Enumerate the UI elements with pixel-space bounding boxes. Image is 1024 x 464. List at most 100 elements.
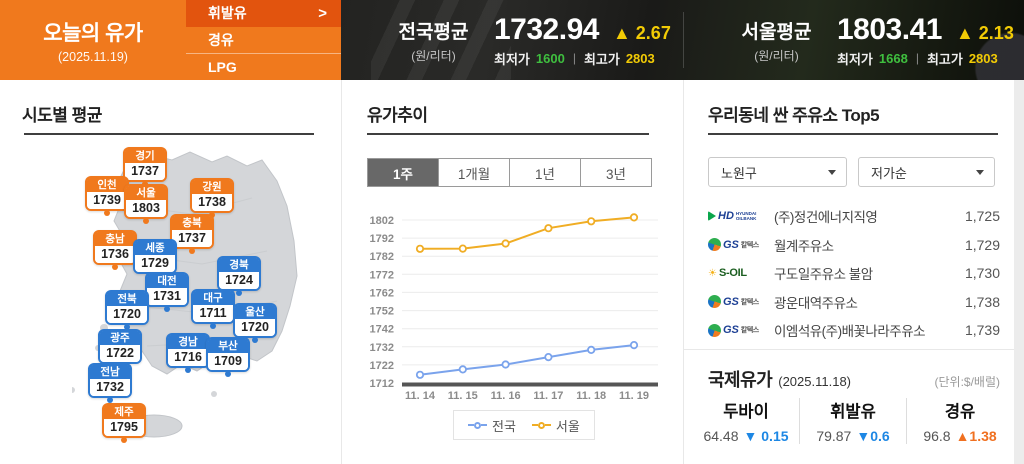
gs-caltex-logo: GS 칼텍스 <box>708 323 774 337</box>
station-row[interactable]: ☀ S-OIL 구도일주유소 불암 1,730 <box>708 259 1000 288</box>
unit-label: (원/리터) <box>754 48 799 63</box>
region-name: 충남 <box>95 232 135 246</box>
section-title-regional: 시도별 평균 <box>22 106 102 125</box>
svg-text:11. 15: 11. 15 <box>448 390 478 402</box>
map-region-sejong[interactable]: 세종 1729 <box>133 239 177 279</box>
low-price-label: 최저가 <box>494 51 530 67</box>
map-region-gwangju[interactable]: 광주 1722 <box>98 329 142 369</box>
map-region-daegu[interactable]: 대구 1711 <box>191 289 235 329</box>
data-point <box>587 217 596 226</box>
svg-text:1712: 1712 <box>370 378 394 390</box>
seoul-average-price: 1803.41 <box>837 12 942 46</box>
region-name: 인천 <box>87 178 127 192</box>
region-price: 1709 <box>208 353 248 370</box>
international-oil-header: 국제유가 (2025.11.18) (단위:$/배럴) <box>708 366 1000 392</box>
region-name: 경남 <box>168 335 208 349</box>
low-price-label: 최저가 <box>837 51 873 67</box>
region-dot-icon <box>112 264 118 270</box>
region-price: 1722 <box>100 345 140 362</box>
svg-text:1792: 1792 <box>370 233 394 245</box>
map-region-jeju[interactable]: 제주 1795 <box>102 403 146 443</box>
tab-1week[interactable]: 1주 <box>368 159 439 186</box>
region-dot-icon <box>210 323 216 329</box>
legend-seoul[interactable]: 서울 <box>531 416 580 435</box>
intl-price: 64.48 <box>703 428 739 444</box>
gs-caltex-logo: GS 칼텍스 <box>708 238 774 252</box>
header: 오늘의 유가 (2025.11.19) 휘발유 > 경유 LPG 전국평균 (원… <box>0 0 1024 80</box>
regional-average-section: 시도별 평균 경기 1737 인천 1739 강원 1738 서울 1803 충북 1737 충남 1… <box>0 80 341 464</box>
tab-1year[interactable]: 1년 <box>510 159 581 186</box>
district-select[interactable]: 노원구 <box>708 157 847 187</box>
tab-diesel[interactable]: 경유 <box>186 27 341 54</box>
map-region-ulsan[interactable]: 울산 1720 <box>233 303 277 343</box>
station-row[interactable]: GS 칼텍스 월계주유소 1,729 <box>708 231 1000 260</box>
up-arrow-icon: ▲ <box>955 428 970 444</box>
intl-change: ▼ 0.15 <box>743 428 789 444</box>
map-region-gyeonggi[interactable]: 경기 1737 <box>123 147 167 187</box>
svg-text:1742: 1742 <box>370 324 394 336</box>
low-price-value: 1600 <box>535 50 565 66</box>
map-region-busan[interactable]: 부산 1709 <box>206 337 250 377</box>
svg-text:1732: 1732 <box>370 342 394 354</box>
station-row[interactable]: HD HYUNDAI OILBANK (주)정건에너지직영 1,725 <box>708 202 1000 231</box>
seoul-change: ▲ 2.13 <box>955 22 1014 43</box>
panel-divider <box>683 12 684 68</box>
station-row[interactable]: GS 칼텍스 광운대역주유소 1,738 <box>708 288 1000 317</box>
region-name: 울산 <box>235 305 275 319</box>
station-name: (주)정건에너지직영 <box>774 210 878 226</box>
high-price-value: 2803 <box>625 50 655 66</box>
region-dot-icon <box>185 367 191 373</box>
map-region-chungbuk[interactable]: 충북 1737 <box>170 214 214 254</box>
map-region-incheon[interactable]: 인천 1739 <box>85 176 129 216</box>
region-price: 1732 <box>90 379 130 396</box>
sort-select[interactable]: 저가순 <box>858 157 995 187</box>
national-change: ▲ 2.67 <box>612 22 671 43</box>
data-point <box>458 365 467 374</box>
tab-3year[interactable]: 3년 <box>581 159 651 186</box>
region-dot-icon <box>121 437 127 443</box>
line-marker-icon <box>468 421 487 429</box>
region-dot-icon <box>252 337 258 343</box>
intl-change: ▼0.6 <box>856 428 890 444</box>
station-name: 월계주유소 <box>774 238 834 254</box>
map-region-jeonnam[interactable]: 전남 1732 <box>88 363 132 403</box>
title-underline <box>367 133 649 135</box>
region-price: 1739 <box>87 192 127 209</box>
map-region-daejeon[interactable]: 대전 1731 <box>145 272 189 312</box>
region-price: 1720 <box>107 306 147 323</box>
station-row[interactable]: GS 칼텍스 이엠석유(주)배꽃나라주유소 1,739 <box>708 316 1000 345</box>
data-point <box>501 239 510 248</box>
tab-gasoline[interactable]: 휘발유 > <box>186 0 341 27</box>
map-region-gangwon[interactable]: 강원 1738 <box>190 178 234 218</box>
trend-chart: 1712 1722 1732 1742 1752 1762 1772 1782 1792 1802… <box>370 213 658 402</box>
map-region-seoul[interactable]: 서울 1803 <box>124 184 168 224</box>
brand-box: 오늘의 유가 (2025.11.19) <box>0 0 186 80</box>
section-title-international: 국제유가 <box>708 370 773 390</box>
line-marker-icon <box>531 421 551 429</box>
map-region-gyeongnam[interactable]: 경남 1716 <box>166 333 210 373</box>
station-name: 이엠석유(주)배꽃나라주유소 <box>774 324 926 340</box>
map-region-jeonbuk[interactable]: 전북 1720 <box>105 290 149 330</box>
section-title-top5: 우리동네 싼 주유소 Top5 <box>708 106 880 125</box>
svg-text:1802: 1802 <box>370 215 394 227</box>
station-name: 광운대역주유소 <box>774 295 858 311</box>
map-region-chungnam[interactable]: 충남 1736 <box>93 230 137 270</box>
unit-note: (단위:$/배럴) <box>934 375 1001 389</box>
legend-national[interactable]: 전국 <box>468 416 516 435</box>
region-dot-icon <box>124 324 130 330</box>
intl-change: ▲1.38 <box>955 428 997 444</box>
region-name: 제주 <box>104 405 144 419</box>
high-price-label: 최고가 <box>583 51 620 67</box>
region-dot-icon <box>236 290 242 296</box>
tab-1month[interactable]: 1개월 <box>439 159 510 186</box>
station-price: 1,725 <box>964 208 1000 225</box>
map-region-gyeongbuk[interactable]: 경북 1724 <box>217 256 261 296</box>
station-price: 1,730 <box>964 265 1000 282</box>
seoul-average-panel: 서울평균 (원/리터) 1803.41 ▲ 2.13 최저가 1668 | 최고… <box>684 0 1024 80</box>
svg-text:1772: 1772 <box>370 269 394 281</box>
station-name: 구도일주유소 불암 <box>774 267 873 283</box>
region-price: 1737 <box>172 230 212 247</box>
s-oil-logo: ☀ S-OIL <box>708 267 747 280</box>
region-price: 1711 <box>193 305 233 322</box>
tab-lpg[interactable]: LPG <box>208 59 237 75</box>
